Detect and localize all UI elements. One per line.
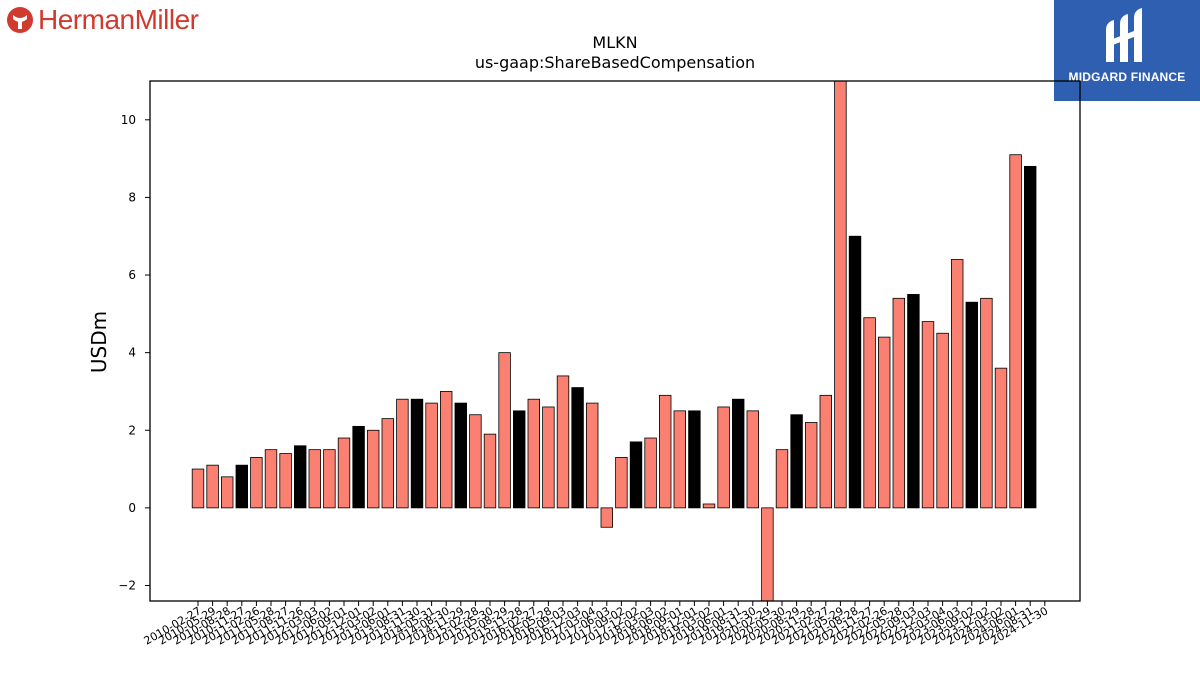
- bar-2019-08-31: [732, 398, 745, 509]
- bar-2019-11-30: [746, 410, 760, 509]
- bar-2017-06-03: [600, 507, 614, 528]
- y-tick-label: −2: [118, 578, 136, 592]
- bar-2011-05-28: [264, 449, 278, 509]
- bar-2015-08-29: [498, 352, 511, 509]
- bar-2018-12-01: [688, 410, 701, 509]
- hermanmiller-logo: HermanMiller: [6, 4, 199, 36]
- bar-2013-03-02: [366, 429, 380, 509]
- bar-2013-08-31: [396, 398, 409, 509]
- bar-2014-11-29: [454, 402, 468, 509]
- bar-2017-03-04: [586, 402, 599, 509]
- bar-2011-02-26: [250, 457, 263, 509]
- bar-2024-06-01: [1009, 154, 1022, 509]
- bar-2019-03-02: [702, 503, 716, 509]
- chart-subtitle: us-gaap:ShareBasedCompensation: [475, 53, 755, 72]
- bar-2021-08-28: [848, 235, 862, 509]
- bar-2023-03-04: [936, 332, 949, 509]
- bar-2012-12-01: [352, 425, 365, 509]
- bar-2015-11-28: [513, 410, 526, 509]
- bar-2020-02-29: [761, 507, 774, 601]
- bar-2010-02-27: [191, 468, 205, 509]
- bar-2014-05-31: [425, 402, 438, 509]
- bar-2021-02-27: [819, 394, 833, 509]
- bar-2022-12-03: [921, 321, 935, 509]
- bar-2014-08-30: [439, 391, 453, 509]
- y-axis-label: USDm: [87, 311, 111, 373]
- hermanmiller-mark-icon: [7, 7, 33, 33]
- bar-2023-12-02: [980, 297, 993, 509]
- bar-2020-11-28: [805, 422, 818, 509]
- hermanmiller-wordmark: HermanMiller: [38, 4, 199, 35]
- chart-title: MLKN: [592, 33, 637, 52]
- bar-2010-05-29: [206, 464, 219, 509]
- bar-2016-09-03: [556, 375, 570, 509]
- bar-2011-08-27: [279, 453, 292, 509]
- y-tick-label: 2: [128, 423, 136, 437]
- bar-2021-11-27: [863, 317, 876, 509]
- bar-2017-09-02: [615, 457, 628, 509]
- bar-2010-11-27: [235, 464, 249, 509]
- bar-2022-02-26: [878, 336, 891, 509]
- bar-2015-05-30: [483, 433, 497, 509]
- bar-2018-06-02: [659, 394, 672, 509]
- bar-2012-03-03: [308, 449, 322, 509]
- y-tick-label: 0: [128, 501, 136, 515]
- bar-2022-05-28: [892, 297, 906, 509]
- bar-2013-06-01: [381, 418, 395, 509]
- bar-2022-09-03: [907, 294, 920, 509]
- bars-group: [191, 81, 1037, 601]
- bar-2018-09-01: [673, 410, 687, 509]
- bar-2017-12-02: [629, 441, 643, 509]
- bar-2019-06-01: [717, 406, 730, 509]
- bar-2023-09-02: [965, 301, 979, 509]
- bar-2013-11-30: [410, 398, 424, 509]
- bar-2024-03-02: [994, 367, 1008, 509]
- bar-2015-02-28: [469, 414, 482, 509]
- bar-2016-02-27: [527, 398, 541, 509]
- bar-2012-06-02: [323, 449, 336, 509]
- y-tick-label: 6: [128, 268, 136, 282]
- plot-frame: [149, 80, 1081, 602]
- midgard-finance-logo: MIDGARD FINANCE: [1054, 0, 1200, 101]
- y-tick-label: 4: [128, 346, 136, 360]
- y-tick-label: 8: [128, 190, 136, 204]
- bar-2012-09-01: [337, 437, 351, 509]
- bar-2016-05-28: [542, 406, 555, 509]
- bar-2020-05-30: [775, 449, 789, 509]
- bar-2016-12-03: [571, 387, 584, 509]
- bar-2011-11-26: [293, 445, 307, 509]
- bar-2018-03-03: [644, 437, 657, 509]
- x-axis-ticks: 2010-02-272010-05-292010-08-282010-11-27…: [142, 601, 1050, 648]
- midgard-wordmark: MIDGARD FINANCE: [1068, 70, 1186, 84]
- bar-2021-05-29: [834, 81, 847, 509]
- bar-2010-08-28: [220, 476, 234, 509]
- bar-2020-08-29: [790, 414, 803, 509]
- y-tick-label: 10: [121, 113, 136, 127]
- bar-2023-06-03: [951, 259, 964, 509]
- bar-2024-08-31: [1024, 165, 1037, 509]
- y-axis-ticks: −2 0 2 4 6 8 10: [118, 113, 150, 592]
- midgard-mark-icon: [1106, 8, 1142, 62]
